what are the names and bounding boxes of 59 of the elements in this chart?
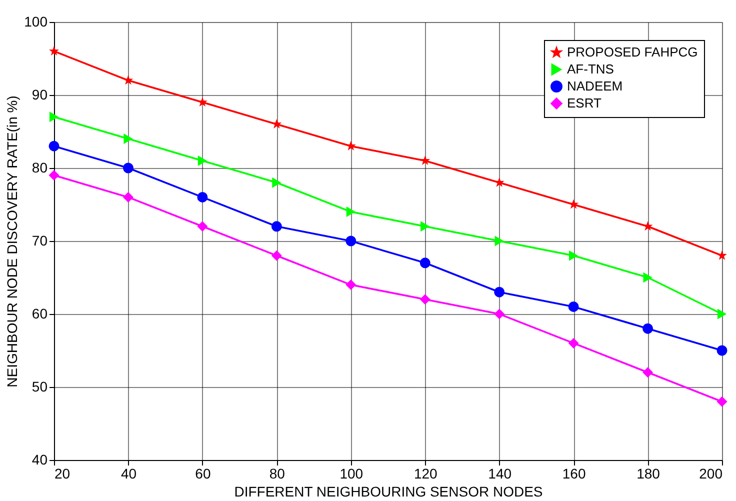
point: [494, 286, 505, 298]
legend-label: AF-TNS: [567, 62, 614, 76]
point: [716, 396, 728, 407]
point: [642, 367, 654, 378]
point: [48, 140, 60, 152]
point: [494, 308, 505, 320]
point: [49, 46, 59, 56]
x-tick-label: 140: [488, 466, 512, 482]
point: [49, 112, 59, 122]
point: [346, 236, 356, 246]
y-tick-label: 90: [32, 86, 48, 102]
x-axis-title: DIFFERENT NEIGHBOURING SENSOR NODES: [234, 484, 543, 500]
y-tick-label: 40: [32, 452, 48, 468]
y-tick-label: 80: [32, 160, 48, 176]
point: [271, 250, 282, 261]
x-tick-label: 60: [195, 466, 211, 482]
point: [494, 177, 504, 187]
point: [568, 199, 579, 209]
x-tick-label: 20: [54, 466, 70, 482]
point: [124, 134, 133, 144]
point: [717, 308, 727, 320]
point: [643, 272, 652, 283]
point: [569, 250, 578, 261]
point: [568, 301, 579, 312]
x-tick-label: 100: [340, 466, 364, 482]
point: [642, 323, 654, 334]
point: [346, 206, 356, 218]
y-tick-label: 50: [32, 378, 48, 394]
point: [197, 221, 208, 232]
point: [420, 221, 430, 232]
point: [420, 258, 430, 268]
point: [494, 236, 504, 246]
legend-label: ESRT: [567, 96, 602, 110]
point: [271, 221, 282, 232]
x-tick-label: 160: [562, 466, 586, 482]
y-tick-label: 100: [24, 14, 48, 30]
point: [198, 155, 207, 166]
point: [568, 338, 579, 348]
legend-label: NADEEM: [567, 78, 623, 94]
y-tick-label: 60: [32, 306, 48, 322]
point: [717, 250, 727, 260]
y-tick-label: 70: [32, 232, 48, 248]
point: [272, 177, 282, 188]
point: [420, 294, 430, 305]
legend-label: PROPOSED FAHPCG: [567, 44, 698, 60]
point: [48, 170, 60, 181]
point: [123, 75, 134, 85]
x-tick-label: 40: [120, 466, 137, 482]
x-tick-label: 80: [269, 466, 286, 482]
point: [122, 162, 134, 174]
x-tick-label: 120: [414, 466, 438, 482]
point: [420, 155, 430, 165]
y-axis-title: NEIGHBOUR NODE DISCOVERY RATE(in %): [4, 96, 20, 388]
point: [716, 345, 728, 356]
point: [346, 280, 356, 290]
point: [122, 192, 134, 202]
x-tick-label: 200: [699, 466, 723, 482]
x-tick-label: 180: [636, 466, 660, 482]
point: [197, 192, 208, 202]
